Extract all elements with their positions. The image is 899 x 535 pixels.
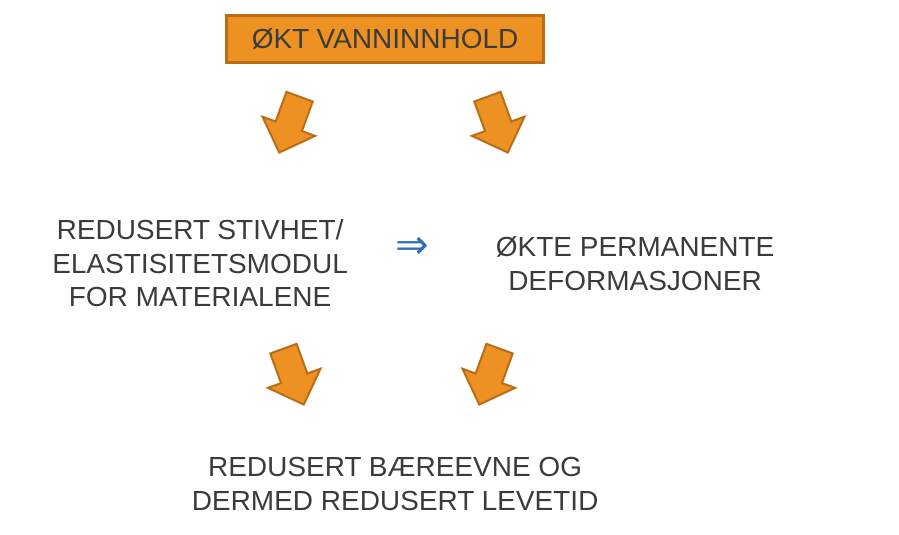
top-box: ØKT VANNINNHOLD [225, 14, 545, 64]
top-box-label: ØKT VANNINNHOLD [252, 23, 519, 55]
ml-line1: REDUSERT STIVHET/ [20, 213, 380, 247]
arrow-top-left-icon [245, 78, 335, 168]
ml-line3: FOR MATERIALENE [20, 280, 380, 314]
arrow-top-right-icon [452, 78, 542, 168]
bottom-block: REDUSERT BÆREEVNE OG DERMED REDUSERT LEV… [145, 450, 645, 517]
arrow-bottom-left-icon [248, 330, 338, 420]
mr-line1: ØKTE PERMANENTE [455, 230, 815, 264]
middle-right-block: ØKTE PERMANENTE DEFORMASJONER [455, 230, 815, 297]
middle-left-block: REDUSERT STIVHET/ ELASTISITETSMODUL FOR … [20, 213, 380, 314]
bt-line1: REDUSERT BÆREEVNE OG [145, 450, 645, 484]
ml-line2: ELASTISITETSMODUL [20, 247, 380, 281]
arrow-bottom-right-icon [445, 330, 535, 420]
implies-arrow-icon: ⇒ [395, 222, 429, 268]
bt-line2: DERMED REDUSERT LEVETID [145, 484, 645, 518]
mr-line2: DEFORMASJONER [455, 264, 815, 298]
